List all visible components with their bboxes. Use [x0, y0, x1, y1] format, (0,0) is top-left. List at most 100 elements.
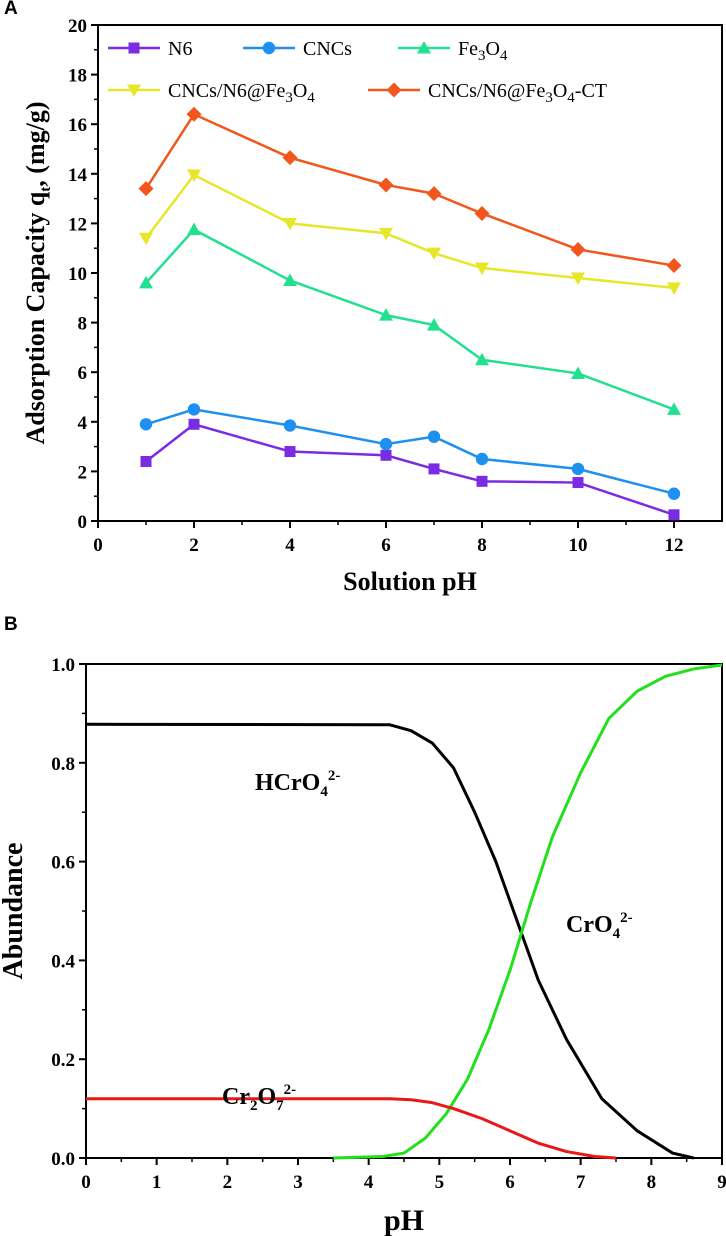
x-tick-label-a: 8	[477, 535, 487, 556]
legend-label: CNCs/N6@Fe3O4	[168, 80, 315, 106]
panel-label-a: A	[4, 0, 18, 19]
y-tick-label-a: 16	[68, 115, 87, 136]
x-tick-label-b: 2	[223, 1172, 233, 1193]
species-line	[333, 663, 723, 1160]
data-point	[139, 418, 153, 431]
y-axis-title-b: Abundance	[0, 843, 29, 980]
data-point	[475, 352, 489, 366]
chart-panel-a: 0 2 4 6 8 10 12 0 2 4 6 8 10 12 14 16 18 20 Solution pH Ads…	[21, 16, 723, 596]
x-tick-label-a: 12	[665, 535, 684, 556]
species-cr2o7-2-	[86, 1097, 617, 1160]
x-tick-label-a: 2	[189, 535, 199, 556]
data-point	[476, 475, 488, 487]
series-cncs	[139, 403, 681, 500]
x-tick-label-b: 3	[293, 1172, 303, 1193]
y-tick-label-a: 20	[68, 16, 87, 37]
data-point	[379, 227, 393, 241]
series-line	[144, 112, 675, 267]
y-tick-label-a: 12	[68, 214, 87, 235]
y-tick-label-a: 4	[78, 413, 88, 434]
y-tick-label-a: 18	[68, 66, 87, 87]
data-point	[571, 366, 585, 379]
data-point	[282, 150, 298, 166]
series-line	[145, 173, 675, 290]
data-point	[188, 418, 200, 430]
data-point	[571, 272, 585, 285]
x-axis-title-b: pH	[384, 1204, 424, 1236]
legend-marker	[262, 41, 276, 55]
series-line	[145, 228, 675, 411]
y-axis-title-a: Adsorption Capacity qt, (mg/g)	[21, 101, 54, 444]
data-point	[284, 446, 296, 458]
series-line	[145, 422, 675, 516]
legend-marker	[417, 41, 431, 54]
legend-marker	[127, 84, 141, 97]
legend-marker	[128, 42, 140, 54]
data-point	[283, 217, 297, 231]
data-point	[378, 177, 394, 193]
data-point	[283, 419, 297, 432]
x-tick-label-b: 7	[576, 1172, 586, 1193]
data-point	[427, 247, 441, 261]
data-point	[571, 462, 585, 476]
data-point	[667, 487, 681, 500]
data-point	[379, 437, 393, 451]
x-tick-label-b: 8	[647, 1172, 657, 1193]
species-label: HCrO42-	[255, 768, 340, 800]
legend-item: CNCs/N6@Fe3O4	[108, 80, 315, 106]
y-tick-label-a: 14	[68, 165, 88, 186]
y-tick-label-a: 8	[78, 314, 88, 335]
y-tick-label-a: 2	[78, 462, 88, 483]
data-point	[475, 262, 489, 276]
x-axis-title-a: Solution pH	[343, 567, 477, 596]
y-tick-label-a: 10	[68, 264, 87, 285]
legend-label: Fe3O4	[458, 38, 508, 64]
legend-label: CNCs	[303, 38, 352, 60]
series-line	[145, 408, 675, 495]
x-tick-label-b: 6	[505, 1172, 515, 1193]
data-point	[428, 463, 440, 475]
y-tick-label-b: 0.8	[51, 754, 75, 775]
data-point	[570, 241, 586, 257]
x-tick-label-a: 10	[569, 535, 588, 556]
data-point	[380, 449, 392, 461]
legend-item: Fe3O4	[398, 38, 508, 64]
legend-item: CNCs	[243, 38, 352, 60]
data-point	[283, 273, 297, 286]
x-tick-label-b: 5	[435, 1172, 445, 1193]
y-tick-label-b: 0.2	[51, 1050, 75, 1071]
data-point	[426, 186, 442, 202]
chart-panel-b: 0 1 2 3 4 5 6 7 8 9 0.0 0.2 0.4 0.6 0.8 1.0 pH Abundance H…	[0, 655, 726, 1236]
data-point	[666, 258, 682, 274]
data-point	[379, 308, 393, 321]
data-point	[187, 403, 201, 416]
y-tick-label-b: 0.4	[51, 951, 75, 972]
species-line	[86, 1097, 617, 1160]
y-tick-label-b: 1.0	[51, 655, 75, 676]
series-fe3o4	[139, 222, 681, 415]
x-tick-label-b: 0	[81, 1172, 91, 1193]
y-tick-label-a: 0	[78, 512, 88, 533]
y-tick-label-b: 0.6	[51, 853, 75, 874]
series-n6	[140, 418, 680, 521]
x-tick-label-a: 4	[285, 535, 295, 556]
series-cncs-n6-fe3o4-ct	[138, 106, 682, 274]
data-point	[187, 222, 201, 236]
legend-label: CNCs/N6@Fe3O4-CT	[428, 80, 607, 106]
data-point	[140, 455, 152, 467]
x-tick-label-a: 0	[93, 535, 103, 556]
data-point	[667, 402, 681, 415]
species-cro4-2-	[333, 663, 723, 1160]
data-point	[427, 318, 441, 331]
species-hcro4-2-	[85, 722, 695, 1160]
legend-marker	[386, 82, 402, 98]
legend-label: N6	[168, 38, 192, 60]
data-point	[474, 205, 490, 221]
legend-item: CNCs/N6@Fe3O4-CT	[368, 80, 607, 106]
species-label: CrO42-	[566, 910, 633, 942]
data-point	[187, 169, 201, 183]
x-tick-label-b: 1	[152, 1172, 162, 1193]
y-tick-label-a: 6	[78, 363, 88, 384]
species-line	[85, 722, 695, 1160]
